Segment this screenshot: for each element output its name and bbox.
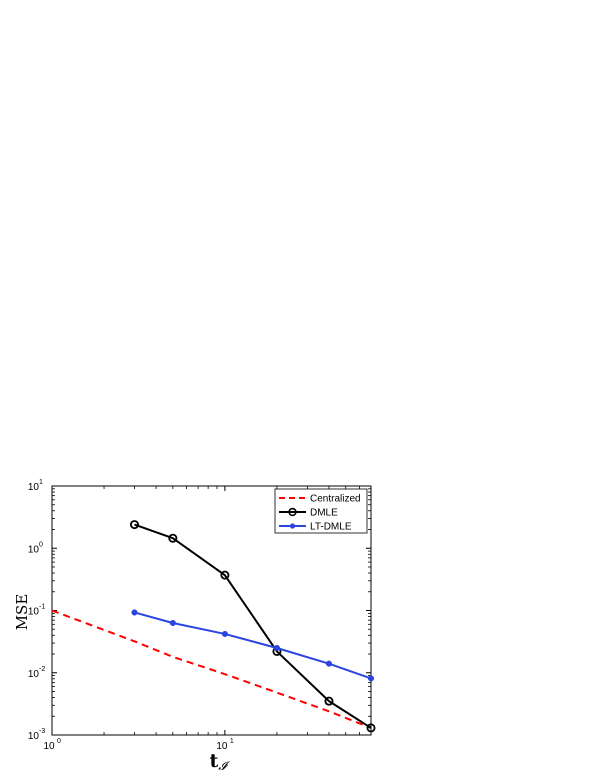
y-tick-exponent: -2: [39, 666, 45, 673]
legend-label: LT-DMLE: [310, 522, 352, 533]
y-tick-exponent: -3: [39, 728, 45, 735]
y-tick-exponent: 1: [39, 479, 43, 486]
data-point: [220, 570, 230, 580]
x-tick-exponent: 0: [57, 738, 61, 745]
x-tick-label: 10: [216, 741, 228, 752]
x-axis-label-main: t: [210, 750, 219, 770]
legend-marker: [288, 507, 297, 517]
legend-label: DMLE: [310, 508, 338, 519]
series-dmle: [129, 520, 376, 733]
data-point: [325, 660, 333, 667]
y-tick-exponent: 0: [39, 541, 43, 548]
legend-item: LT-DMLE: [279, 522, 352, 533]
series-line: [134, 611, 372, 680]
data-point: [367, 675, 375, 682]
data-point: [273, 644, 280, 652]
x-axis-label-subscript: 𝓘: [218, 759, 230, 770]
data-point: [324, 696, 334, 706]
series-layer: [51, 520, 376, 733]
data-point: [221, 630, 228, 638]
x-tick-label: 10: [43, 741, 55, 752]
legend-marker: [289, 523, 296, 529]
series-line: [134, 523, 372, 729]
y-tick-label: 10: [28, 482, 40, 493]
series-line: [51, 609, 372, 729]
y-tick-label: 10: [28, 669, 40, 680]
y-axis-label: MSE: [13, 594, 31, 631]
series-centralized: [51, 609, 372, 729]
y-tick-label: 10: [28, 731, 40, 742]
legend-item: Centralized: [279, 494, 361, 505]
y-tick-label: 10: [28, 544, 40, 555]
data-point: [366, 723, 376, 733]
y-tick-label: 10: [28, 607, 40, 618]
data-point: [129, 520, 139, 530]
y-tick-exponent: -1: [39, 604, 45, 611]
data-point: [168, 533, 178, 543]
data-point: [169, 619, 176, 627]
data-point: [131, 609, 138, 616]
x-tick-exponent: 1: [230, 738, 234, 745]
legend-item: DMLE: [279, 508, 338, 519]
x-axis-label: t𝓘: [210, 750, 231, 770]
series-lt-dmle: [131, 609, 375, 682]
axis-ticks: 10 0 10 110 -310 -210 -110 010 1: [28, 479, 372, 752]
legend-label: Centralized: [310, 494, 361, 505]
axis-labels: MSE t𝓘: [13, 594, 230, 770]
legend: Centralized DMLE LT-DMLE: [274, 488, 368, 534]
